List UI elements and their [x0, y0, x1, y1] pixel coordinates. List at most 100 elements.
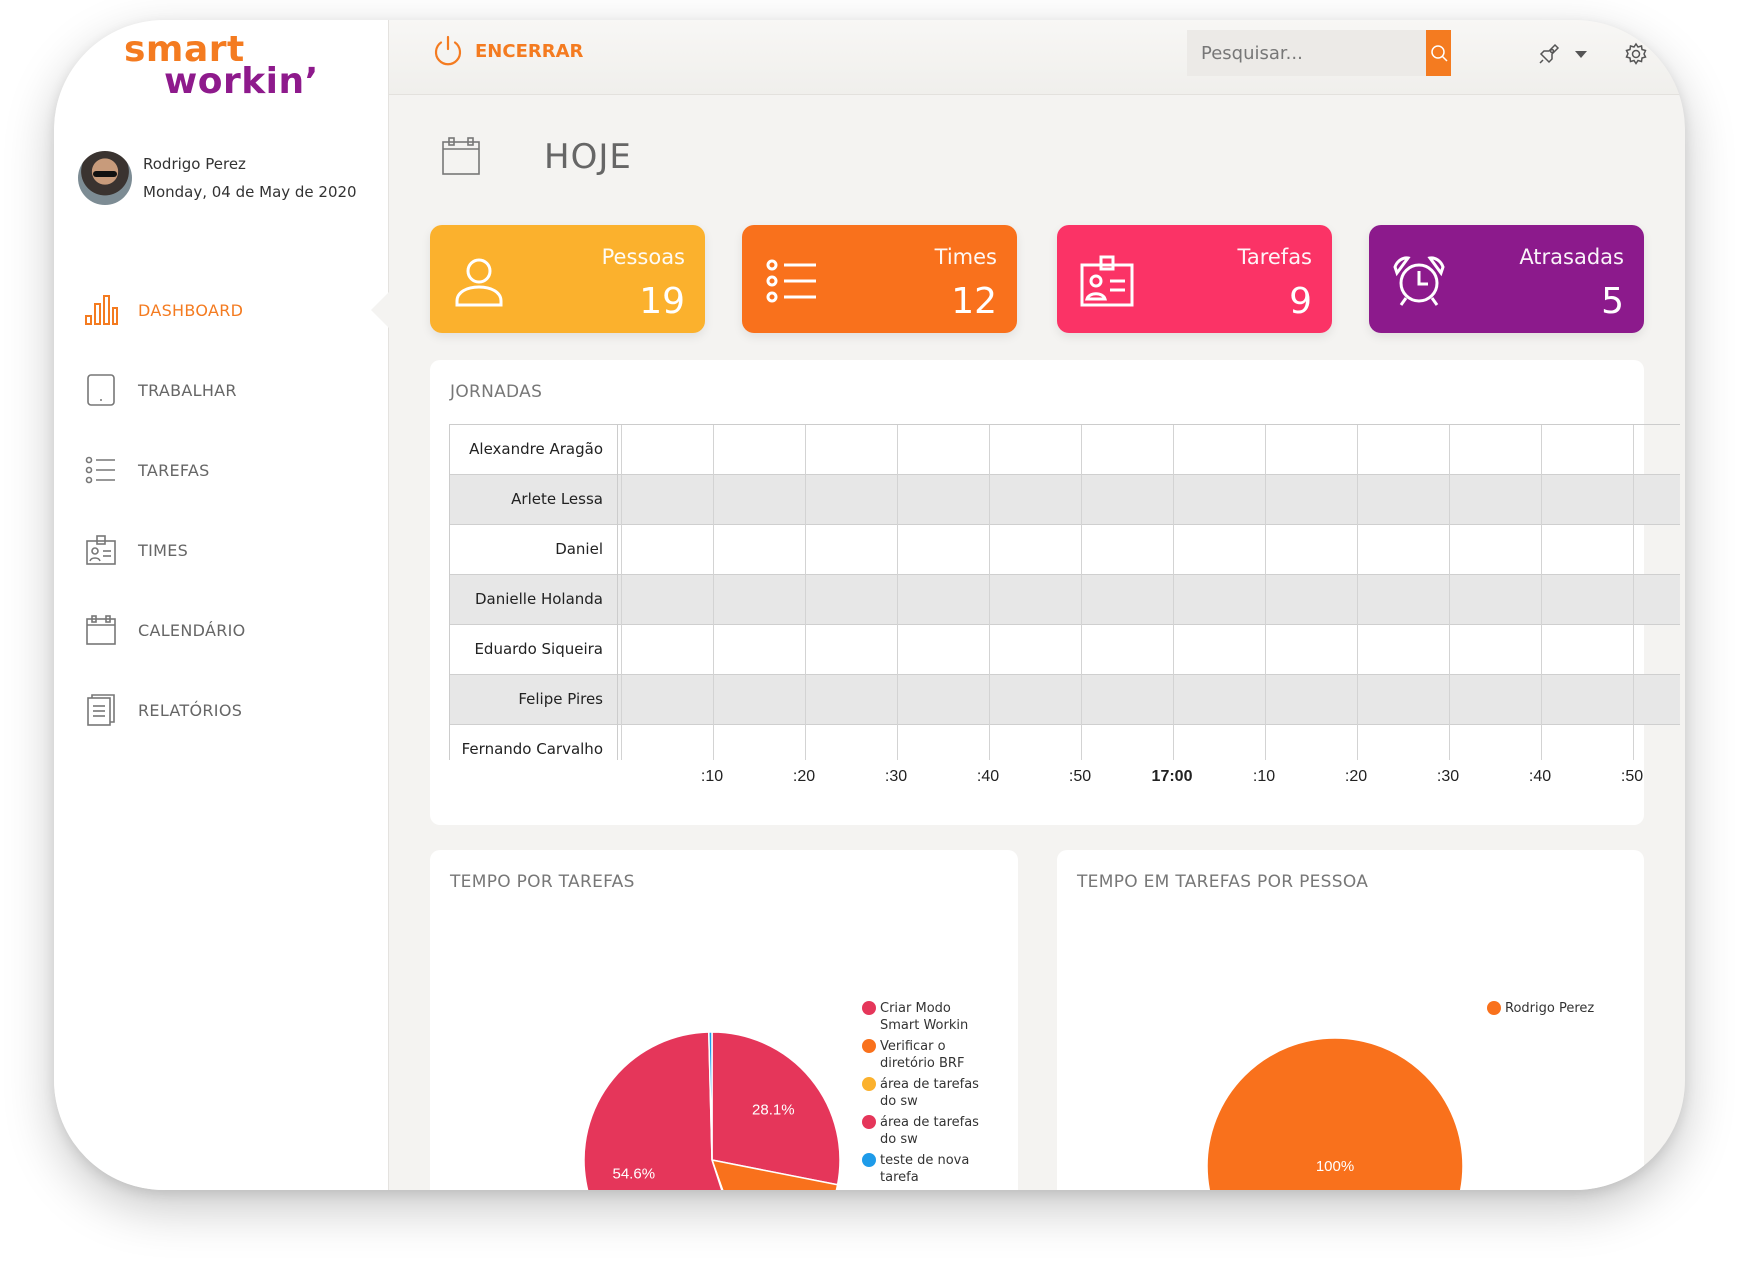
sidebar-item-tarefas[interactable]: TAREFAS: [54, 430, 388, 510]
brand-logo[interactable]: smart workin’: [124, 32, 319, 102]
pie-data-label: 100%: [1316, 1158, 1354, 1175]
timeline-person-name: Arlete Lessa: [450, 475, 618, 525]
legend-label: Verificar o diretório BRF: [880, 1039, 965, 1071]
sidebar-item-trabalhar[interactable]: TRABALHAR: [54, 350, 388, 430]
timeline-tick-label: :50: [1620, 768, 1644, 785]
sidebar-item-label: DASHBOARD: [138, 300, 244, 320]
timeline-tick-label: :20: [792, 768, 816, 785]
legend-item[interactable]: Rodrigo Perez: [1487, 1000, 1637, 1017]
legend-label: Rodrigo Perez: [1505, 1001, 1595, 1016]
timeline-row: Danielle Holanda: [450, 575, 1680, 625]
timeline-gridline: [1081, 425, 1082, 760]
timeline-tick-label: :20: [1344, 768, 1368, 785]
legend-swatch: [862, 1153, 876, 1167]
timeline-person-name: Daniel: [450, 525, 618, 575]
document-icon: [84, 693, 118, 727]
pie-slice[interactable]: [583, 1031, 752, 1190]
legend-swatch: [862, 1077, 876, 1091]
gear-icon: [1625, 42, 1647, 65]
encerrar-label: ENCERRAR: [475, 40, 584, 62]
brand-line-2: workin’: [164, 61, 319, 102]
timeline-gridline: [897, 425, 898, 760]
page-header: HOJE: [440, 135, 632, 179]
calendar-icon: [84, 613, 118, 647]
stat-card-atrasadas[interactable]: Atrasadas 5: [1369, 225, 1644, 333]
legend-label: área de tarefas do sw: [880, 1115, 979, 1147]
timeline-tick-label: :10: [1252, 768, 1276, 785]
alarm-clock-icon: [1393, 256, 1445, 306]
timeline-tick-label: :50: [1068, 768, 1092, 785]
stat-value: 12: [951, 281, 997, 322]
timeline-row: Felipe Pires: [450, 675, 1680, 725]
legend-item[interactable]: Criar Modo Smart Workin: [862, 1000, 992, 1034]
timeline-gridline: [805, 425, 806, 760]
rocket-menu[interactable]: [1537, 42, 1587, 66]
timeline-tick-label: :30: [1436, 768, 1460, 785]
tempo-por-pessoa-panel: TEMPO EM TAREFAS POR PESSOA 100% Rodrigo…: [1057, 850, 1644, 1190]
sidebar-item-calendario[interactable]: CALENDÁRIO: [54, 590, 388, 670]
timeline-gridline: [1633, 425, 1634, 760]
stat-label: Atrasadas: [1519, 245, 1624, 269]
legend-swatch: [862, 1039, 876, 1053]
sidebar-item-label: CALENDÁRIO: [138, 620, 246, 640]
rocket-icon: [1539, 43, 1560, 64]
pie-slice[interactable]: [710, 1159, 839, 1190]
stat-value: 19: [639, 281, 685, 322]
stat-card-times[interactable]: Times 12: [742, 225, 1017, 333]
pie-slice[interactable]: [711, 1031, 841, 1186]
pie-data-label: 54.6%: [613, 1165, 656, 1182]
search-button[interactable]: [1426, 30, 1451, 76]
timeline-tick-label: 17:00: [1151, 768, 1193, 785]
bar-chart-icon: [84, 293, 118, 327]
search-icon: [1430, 45, 1448, 62]
settings-menu[interactable]: [1624, 42, 1674, 66]
panel-title: TEMPO POR TAREFAS: [450, 872, 635, 892]
timeline-tick-label: :30: [884, 768, 908, 785]
timeline-person-name: Danielle Holanda: [450, 575, 618, 625]
search-input[interactable]: [1187, 30, 1426, 76]
stat-card-pessoas[interactable]: Pessoas 19: [430, 225, 705, 333]
legend-item[interactable]: Verificar o diretório BRF: [862, 1038, 992, 1072]
timeline-gridline: [621, 425, 622, 760]
id-badge-icon: [84, 533, 118, 567]
encerrar-button[interactable]: ENCERRAR: [431, 34, 583, 68]
legend-item[interactable]: área de tarefas do sw: [862, 1114, 992, 1148]
avatar[interactable]: [78, 151, 132, 205]
chevron-down-icon: [1575, 50, 1587, 58]
timeline-gridline: [1265, 425, 1266, 760]
sidebar: smart workin’ Rodrigo Perez Monday, 04 d…: [54, 20, 389, 1190]
timeline-person-name: Alexandre Aragão: [450, 425, 618, 475]
power-icon: [431, 34, 465, 68]
user-name: Rodrigo Perez: [143, 155, 246, 173]
chevron-down-icon: [1662, 50, 1674, 58]
list-icon: [766, 259, 816, 303]
calendar-icon: [440, 135, 484, 179]
topbar: ENCERRAR: [389, 20, 1685, 95]
tempo-por-tarefas-panel: TEMPO POR TAREFAS 28.1% 54.6% Criar Modo …: [430, 850, 1018, 1190]
people-legend: Rodrigo Perez: [1487, 1000, 1637, 1021]
sidebar-item-label: TRABALHAR: [138, 380, 237, 400]
timeline-grid: Alexandre Aragão Arlete Lessa Daniel Daniel…: [449, 424, 1680, 760]
timeline-gridline: [1541, 425, 1542, 760]
sidebar-item-dashboard[interactable]: DASHBOARD: [54, 270, 389, 350]
sidebar-item-times[interactable]: TIMES: [54, 510, 388, 590]
pie-slice[interactable]: [708, 1031, 713, 1161]
timeline-gridline: [1173, 425, 1174, 760]
jornadas-panel: JORNADAS Alexandre Aragão Arlete Lessa Dan…: [430, 360, 1680, 825]
timeline-person-name: Eduardo Siqueira: [450, 625, 618, 675]
tasks-legend: Criar Modo Smart Workin Verificar o diret…: [862, 1000, 992, 1190]
sidebar-item-relatorios[interactable]: RELATÓRIOS: [54, 670, 388, 750]
stat-card-tarefas[interactable]: Tarefas 9: [1057, 225, 1332, 333]
user-date: Monday, 04 de May de 2020: [143, 183, 357, 201]
sidebar-item-label: TAREFAS: [138, 460, 210, 480]
pie-slice[interactable]: [1206, 1037, 1464, 1190]
timeline-row: Fernando Carvalho: [450, 725, 1680, 760]
timeline-tick-label: :40: [976, 768, 1000, 785]
timeline-tick-label: :10: [700, 768, 724, 785]
legend-label: Criar Modo Smart Workin: [880, 1001, 969, 1033]
app-window: smart workin’ Rodrigo Perez Monday, 04 d…: [54, 20, 1685, 1190]
legend-item[interactable]: teste de nova tarefa: [862, 1152, 992, 1186]
legend-item[interactable]: área de tarefas do sw: [862, 1076, 992, 1110]
timeline-row: Alexandre Aragão: [450, 425, 1680, 475]
timeline-row: Eduardo Siqueira: [450, 625, 1680, 675]
